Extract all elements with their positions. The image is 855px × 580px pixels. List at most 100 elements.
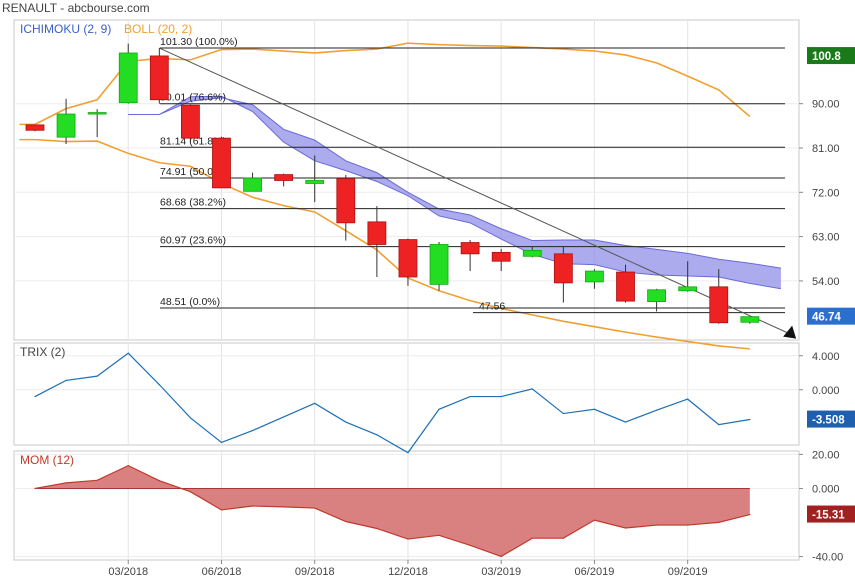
candle-body <box>616 271 635 302</box>
legend-ichimoku: ICHIMOKU (2, 9) <box>20 22 111 36</box>
trix-point <box>314 402 316 404</box>
candle-body <box>491 251 511 262</box>
support-label: 47.56 <box>479 301 505 313</box>
x-tick-label: 06/2018 <box>202 566 242 578</box>
mom-point <box>407 538 409 540</box>
candle-body <box>678 286 698 292</box>
x-tick-label: 09/2018 <box>295 566 335 578</box>
y-tick-label: 63.00 <box>812 232 840 244</box>
ichimoku-cloud <box>128 96 781 289</box>
mom-point <box>718 521 720 523</box>
trix-point <box>189 417 191 419</box>
y-tick-label: 0.000 <box>812 483 840 495</box>
candle-body <box>305 180 325 184</box>
candle-body <box>585 270 604 283</box>
x-tick-label: 03/2018 <box>108 566 148 578</box>
fibonacci-label: 68.68 (38.2%) <box>160 197 226 209</box>
mom-point <box>687 524 689 526</box>
panel-frame <box>13 19 800 341</box>
mom-point <box>158 480 160 482</box>
candle-body <box>87 112 107 115</box>
mom-point <box>500 555 502 558</box>
chart-title: RENAULT - abcbourse.com <box>2 1 150 15</box>
candle-body <box>274 174 294 181</box>
trix-point <box>438 408 440 410</box>
y-tick-label: 72.00 <box>812 187 840 199</box>
candle-body <box>149 55 169 101</box>
trix-point <box>624 421 627 423</box>
mom-point <box>96 479 98 481</box>
trix-point <box>283 416 285 418</box>
trix-point <box>158 384 160 386</box>
mom-line <box>34 464 750 558</box>
candle-body <box>709 286 729 324</box>
x-tick-label: 12/2018 <box>388 566 428 578</box>
trix-point <box>469 395 471 398</box>
ichimoku-span-a <box>128 97 781 269</box>
trix-point <box>345 421 347 423</box>
fibonacci-label: 90.01 (76.6%) <box>160 92 226 104</box>
mom-value-badge <box>807 505 855 523</box>
fibonacci-label: 60.97 (23.6%) <box>160 235 226 247</box>
trix-point <box>127 352 129 354</box>
mom-point <box>345 520 347 523</box>
mom-point <box>469 544 471 546</box>
candle-body <box>740 316 760 323</box>
candle-body <box>398 239 418 278</box>
y-tick-label: -40.00 <box>812 552 843 564</box>
mom-point <box>438 534 440 536</box>
trix-point <box>407 452 409 454</box>
mom-value: -15.31 <box>812 510 845 522</box>
mom-point <box>314 507 316 509</box>
trix-value: -3.508 <box>812 415 845 427</box>
y-tick-label: 20.00 <box>812 449 840 461</box>
candle-body <box>460 242 480 255</box>
candle-body <box>429 244 449 285</box>
trendline-arrow-icon <box>783 325 797 339</box>
mom-point <box>220 509 223 511</box>
trix-point <box>376 434 378 436</box>
legend-trix: TRIX (2) <box>20 345 65 359</box>
mom-point <box>562 537 564 539</box>
y-tick-label: 81.00 <box>812 143 840 155</box>
mom-area <box>35 465 750 557</box>
y-tick-label: 0.000 <box>812 385 840 397</box>
trix-point <box>220 441 223 444</box>
y-tick-label: 54.00 <box>812 276 840 288</box>
current-price-value: 46.74 <box>812 312 841 324</box>
last-high-badge <box>807 47 855 65</box>
candle-body <box>118 52 138 104</box>
trix-point <box>562 412 564 415</box>
fibonacci-label: 101.30 (100.0%) <box>160 36 238 48</box>
candle-body <box>25 124 45 131</box>
mom-point <box>189 491 191 493</box>
trix-point <box>251 429 254 432</box>
trix-point <box>718 424 720 426</box>
mom-point <box>531 537 533 539</box>
candle-body <box>553 253 573 284</box>
mom-point <box>65 482 67 484</box>
y-tick-label: 4.000 <box>812 351 840 363</box>
current-price-badge <box>807 307 855 325</box>
trix-point <box>34 395 36 398</box>
fibonacci-label: 74.91 (50.0%) <box>160 166 226 178</box>
mom-point <box>34 487 36 490</box>
x-tick-label: 09/2019 <box>668 566 708 578</box>
trix-point <box>96 375 98 377</box>
trix-point <box>593 408 596 410</box>
legend-mom: MOM (12) <box>20 453 74 467</box>
candle-body <box>336 178 356 224</box>
candle-body <box>522 249 542 257</box>
trix-value-badge <box>807 410 855 428</box>
mom-point <box>593 519 596 521</box>
candle-body <box>56 113 76 138</box>
trix-point <box>656 409 658 411</box>
mom-point <box>656 524 658 526</box>
trix-point <box>531 388 533 390</box>
legend-bollinger: BOLL (20, 2) <box>124 22 192 36</box>
y-tick-label: 90.00 <box>812 99 840 111</box>
candle-body <box>212 137 231 189</box>
candle-body <box>647 289 666 302</box>
mom-point <box>127 465 129 467</box>
trix-line <box>34 352 750 454</box>
